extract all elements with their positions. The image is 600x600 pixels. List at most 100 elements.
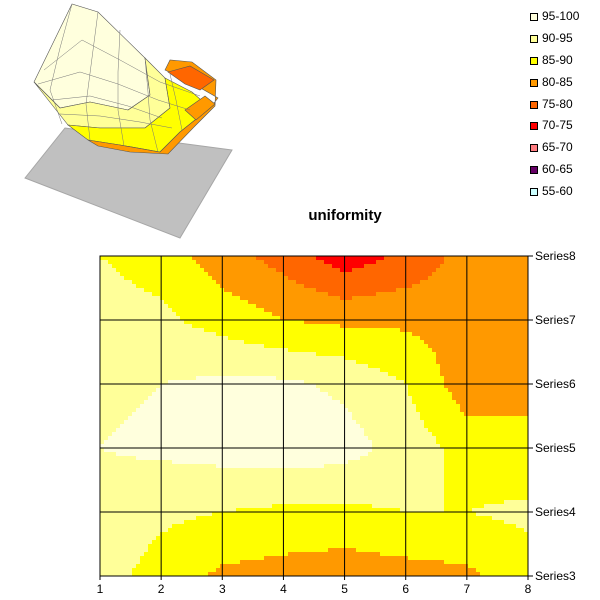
contour-cell	[248, 276, 253, 281]
contour-cell	[168, 364, 173, 369]
contour-cell	[304, 488, 309, 493]
contour-cell	[228, 408, 233, 413]
contour-cell	[188, 420, 193, 425]
contour-cell	[284, 340, 289, 345]
contour-cell	[144, 468, 149, 473]
contour-cell	[328, 476, 333, 481]
legend-label: 85-90	[542, 52, 573, 67]
contour-cell	[176, 496, 181, 501]
contour-cell	[228, 420, 233, 425]
contour-cell	[164, 328, 169, 333]
contour-cell	[196, 320, 201, 325]
contour-cell	[204, 552, 209, 557]
contour-cell	[228, 428, 233, 433]
contour-cell	[140, 408, 145, 413]
contour-cell	[144, 532, 149, 537]
contour-cell	[212, 556, 217, 561]
contour-cell	[168, 484, 173, 489]
contour-cell	[248, 296, 253, 301]
contour-cell	[116, 412, 121, 417]
contour-cell	[140, 404, 145, 409]
contour-cell	[320, 364, 325, 369]
contour-cell	[292, 464, 297, 469]
contour-cell	[116, 560, 121, 565]
contour-cell	[260, 492, 265, 497]
contour-cell	[148, 560, 153, 565]
contour-cell	[232, 292, 237, 297]
contour-cell	[216, 348, 221, 353]
contour-cell	[156, 528, 161, 533]
contour-cell	[256, 568, 261, 573]
contour-cell	[148, 488, 153, 493]
contour-cell	[300, 256, 305, 261]
contour-cell	[208, 504, 213, 509]
contour-cell	[136, 484, 141, 489]
contour-cell	[108, 484, 113, 489]
contour-cell	[200, 340, 205, 345]
contour-cell	[136, 520, 141, 525]
contour-cell	[196, 364, 201, 369]
contour-cell	[156, 568, 161, 573]
contour-cell	[216, 464, 221, 469]
contour-cell	[160, 364, 165, 369]
contour-cell	[252, 568, 257, 573]
contour-cell	[336, 508, 341, 513]
contour-cell	[252, 500, 257, 505]
contour-cell	[280, 444, 285, 449]
contour-cell	[260, 300, 265, 305]
contour-cell	[244, 336, 249, 341]
contour-cell	[136, 492, 141, 497]
contour-cell	[224, 552, 229, 557]
contour-cell	[304, 396, 309, 401]
contour-cell	[208, 340, 213, 345]
contour-cell	[244, 532, 249, 537]
contour-cell	[324, 372, 329, 377]
contour-cell	[304, 540, 309, 545]
contour-cell	[232, 372, 237, 377]
contour-cell	[236, 564, 241, 569]
contour-cell	[168, 452, 173, 457]
contour-cell	[260, 264, 265, 269]
contour-cell	[168, 496, 173, 501]
contour-cell	[232, 276, 237, 281]
contour-cell	[100, 368, 105, 373]
contour-cell	[236, 416, 241, 421]
contour-cell	[328, 560, 333, 565]
contour-cell	[216, 468, 221, 473]
contour-cell	[168, 276, 173, 281]
contour-cell	[312, 396, 317, 401]
contour-cell	[200, 324, 205, 329]
contour-cell	[260, 540, 265, 545]
contour-cell	[180, 420, 185, 425]
contour-cell	[332, 312, 337, 317]
contour-cell	[316, 268, 321, 273]
contour-cell	[184, 544, 189, 549]
contour-cell	[212, 520, 217, 525]
legend-item: 85-90	[530, 52, 598, 74]
contour-cell	[256, 268, 261, 273]
contour-cell	[316, 324, 321, 329]
contour-cell	[244, 332, 249, 337]
contour-cell	[284, 412, 289, 417]
contour-cell	[112, 324, 117, 329]
contour-cell	[196, 428, 201, 433]
contour-cell	[144, 404, 149, 409]
contour-cell	[268, 312, 273, 317]
contour-cell	[124, 288, 129, 293]
contour-cell	[168, 300, 173, 305]
contour-cell	[324, 292, 329, 297]
contour-cell	[180, 440, 185, 445]
contour-cell	[192, 444, 197, 449]
contour-cell	[244, 520, 249, 525]
contour-cell	[116, 520, 121, 525]
contour-cell	[144, 328, 149, 333]
contour-cell	[108, 360, 113, 365]
contour-cell	[236, 556, 241, 561]
contour-cell	[232, 460, 237, 465]
contour-cell	[148, 568, 153, 573]
contour-cell	[268, 428, 273, 433]
contour-cell	[132, 308, 137, 313]
contour-cell	[288, 256, 293, 261]
contour-cell	[196, 372, 201, 377]
contour-cell	[192, 376, 197, 381]
